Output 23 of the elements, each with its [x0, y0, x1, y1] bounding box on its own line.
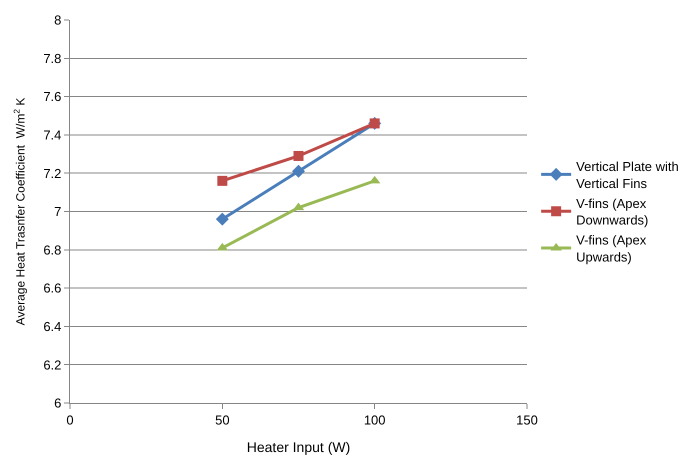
legend-label: Vertical Plate with Vertical Fins	[576, 159, 679, 191]
y-tick-label: 7	[54, 204, 62, 220]
point	[216, 212, 229, 226]
legend-label: V-fins (Apex Upwards)	[576, 232, 647, 265]
x-tick-label: 100	[364, 412, 386, 428]
y-tick-label: 7.6	[43, 89, 62, 104]
y-tick-label: 6.8	[43, 242, 62, 258]
x-tick-label: 150	[516, 412, 538, 428]
x-axis-title: Heater Input (W)	[246, 438, 350, 455]
point	[292, 164, 305, 178]
x-tick-label: 50	[215, 412, 230, 428]
y-tick-label: 7.8	[43, 50, 62, 66]
y-tick-label: 6.6	[43, 280, 62, 296]
point	[294, 150, 304, 161]
y-tick-label: 6.4	[43, 318, 62, 334]
y-tick-label: 7.4	[43, 127, 62, 142]
point	[217, 176, 228, 186]
y-tick-label: 7.2	[43, 166, 62, 181]
y-tick-label: 8	[54, 12, 62, 28]
y-tick-label: 6.2	[43, 357, 62, 372]
y-tick-label: 6	[54, 396, 62, 411]
legend-label: V-fins (Apex Downwards)	[576, 196, 648, 228]
x-tick-label: 0	[66, 412, 74, 428]
